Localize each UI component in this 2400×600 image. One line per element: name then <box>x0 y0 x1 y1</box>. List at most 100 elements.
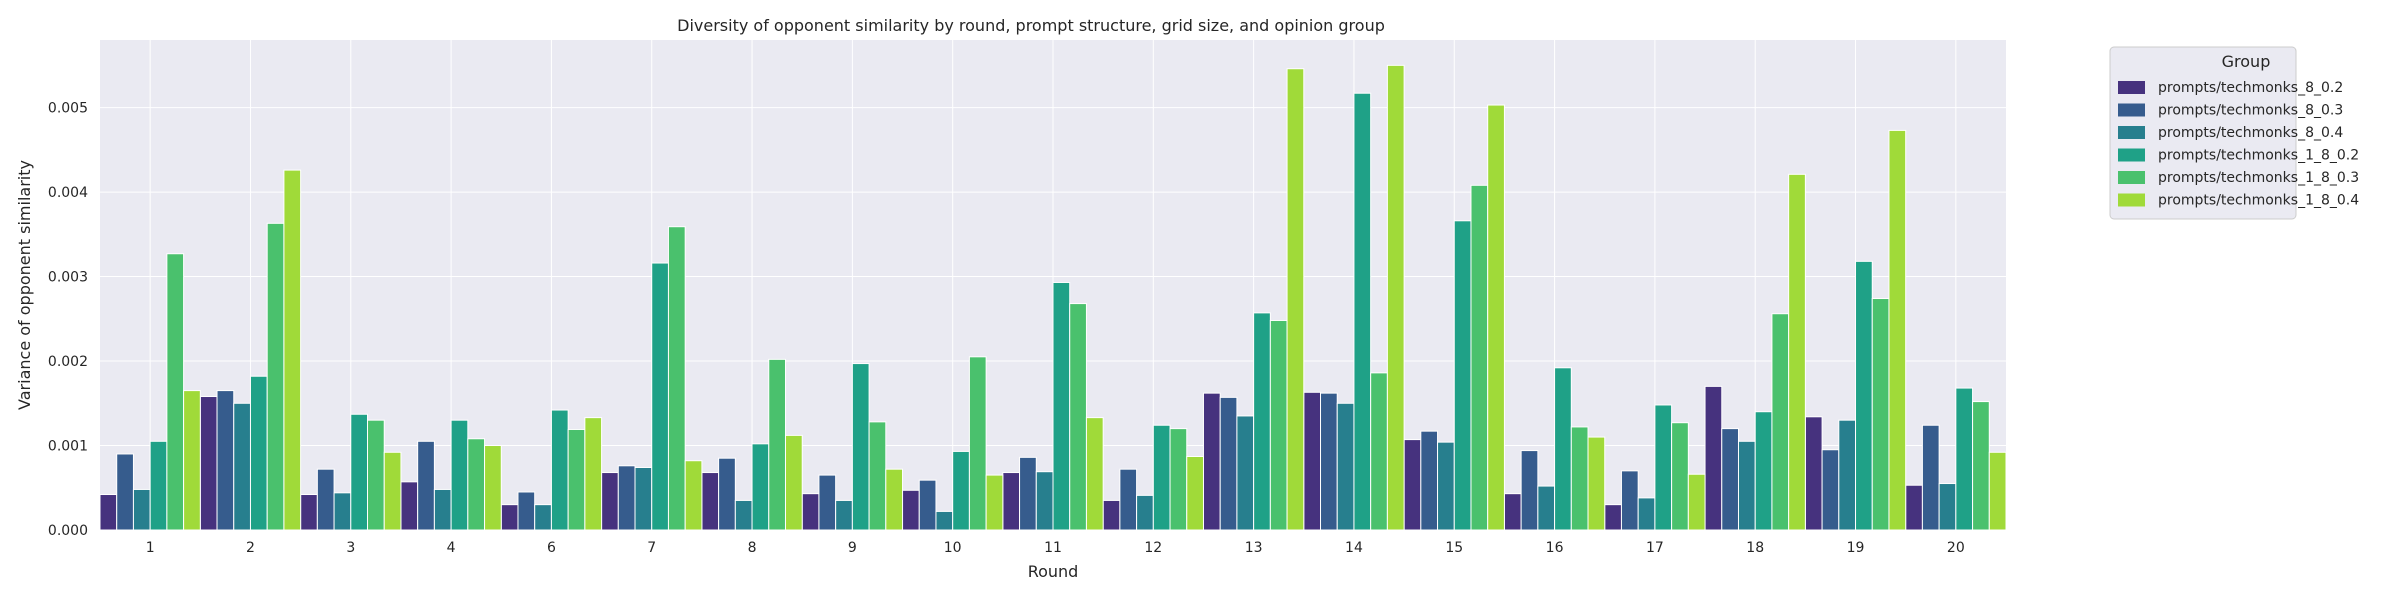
bar <box>1403 439 1422 531</box>
x-tick-label: 14 <box>1345 540 1363 556</box>
y-tick-label: 0.005 <box>48 101 88 117</box>
legend-swatch <box>2118 126 2145 139</box>
bar <box>1687 473 1706 531</box>
bars <box>99 64 2007 531</box>
bar <box>718 457 736 531</box>
bar <box>935 510 954 531</box>
bar <box>885 468 904 531</box>
bar <box>1737 440 1756 531</box>
bar <box>1303 391 1322 531</box>
bar <box>952 450 970 531</box>
bar <box>1370 372 1388 531</box>
bar <box>734 499 753 531</box>
bar <box>1085 417 1104 531</box>
x-tick-label: 20 <box>1947 540 1965 556</box>
x-tick-label: 8 <box>748 540 757 556</box>
bar <box>968 356 987 531</box>
bar <box>1102 499 1121 531</box>
x-tick-label: 17 <box>1646 540 1664 556</box>
bar <box>1169 428 1188 531</box>
bar <box>367 419 385 531</box>
legend-label: prompts/techmonks_8_0.2 <box>2158 80 2343 96</box>
x-tick-label: 19 <box>1847 540 1865 556</box>
legend-label: prompts/techmonks_1_8_0.4 <box>2158 193 2359 209</box>
bar <box>99 494 118 531</box>
bar <box>1654 404 1673 531</box>
bar <box>1587 436 1606 531</box>
bar <box>1320 392 1338 531</box>
bar <box>1453 220 1472 531</box>
y-tick-label: 0.000 <box>48 523 88 539</box>
x-tick-label: 13 <box>1245 540 1263 556</box>
bar <box>1704 385 1723 531</box>
bar <box>1855 260 1873 531</box>
bar <box>1938 483 1957 531</box>
x-tick-label: 2 <box>246 540 255 556</box>
bar <box>918 479 937 531</box>
bar <box>567 428 586 531</box>
chart-title: Diversity of opponent similarity by roun… <box>677 16 1385 35</box>
legend-swatch <box>2118 103 2145 117</box>
y-tick-label: 0.002 <box>48 354 88 370</box>
bar <box>868 421 887 531</box>
x-tick-label: 11 <box>1044 540 1062 556</box>
y-axis-label: Variance of opponent similarity <box>15 160 34 410</box>
bar <box>1420 430 1439 531</box>
bar <box>784 434 803 531</box>
bar <box>316 468 335 531</box>
x-tick-label: 16 <box>1546 540 1564 556</box>
x-tick-label: 10 <box>944 540 962 556</box>
bar <box>1838 419 1857 531</box>
legend-swatch <box>2118 148 2145 162</box>
bar <box>1905 484 1923 531</box>
y-tick-label: 0.003 <box>48 270 88 286</box>
bar <box>1570 426 1589 531</box>
bar <box>517 491 536 531</box>
x-tick-label: 18 <box>1746 540 1764 556</box>
y-axis-ticks: 0.000 0.001 0.002 0.003 0.004 0.005 <box>48 101 88 539</box>
bar <box>1219 396 1238 531</box>
bar <box>450 419 469 531</box>
bar <box>433 488 452 531</box>
bar <box>651 262 669 531</box>
bar <box>417 440 435 531</box>
bar <box>1537 485 1556 531</box>
x-tick-label: 7 <box>647 540 656 556</box>
bar <box>902 489 920 531</box>
bar <box>266 222 285 531</box>
legend: Group prompts/techmonks_8_0.2prompts/tec… <box>2109 46 2359 220</box>
bar <box>1186 456 1204 531</box>
legend-swatch <box>2118 193 2145 207</box>
legend-label: prompts/techmonks_8_0.3 <box>2158 103 2343 119</box>
bar <box>835 499 853 531</box>
bar <box>350 413 369 531</box>
bar <box>1604 504 1622 531</box>
bar <box>1386 64 1405 531</box>
bar <box>1554 367 1572 531</box>
bar <box>634 466 653 531</box>
bar <box>1353 92 1372 531</box>
bar <box>1269 319 1288 531</box>
y-tick-label: 0.001 <box>48 439 88 455</box>
bar <box>985 474 1004 531</box>
bar <box>667 226 686 531</box>
bar <box>1620 470 1639 531</box>
bar <box>1671 422 1689 531</box>
bar <box>684 460 703 531</box>
bar <box>1069 303 1087 531</box>
bar <box>199 396 218 531</box>
bar <box>500 504 519 531</box>
bar <box>818 474 837 531</box>
bar <box>1771 313 1790 531</box>
bar <box>1136 494 1154 531</box>
bar <box>617 465 636 531</box>
x-tick-label: 12 <box>1144 540 1162 556</box>
x-tick-label: 1 <box>146 540 155 556</box>
bar <box>1286 68 1305 531</box>
legend-label: prompts/techmonks_1_8_0.2 <box>2158 148 2359 164</box>
bar <box>1804 416 1823 531</box>
bar <box>183 390 201 531</box>
bar <box>216 390 235 531</box>
bar <box>801 493 820 531</box>
